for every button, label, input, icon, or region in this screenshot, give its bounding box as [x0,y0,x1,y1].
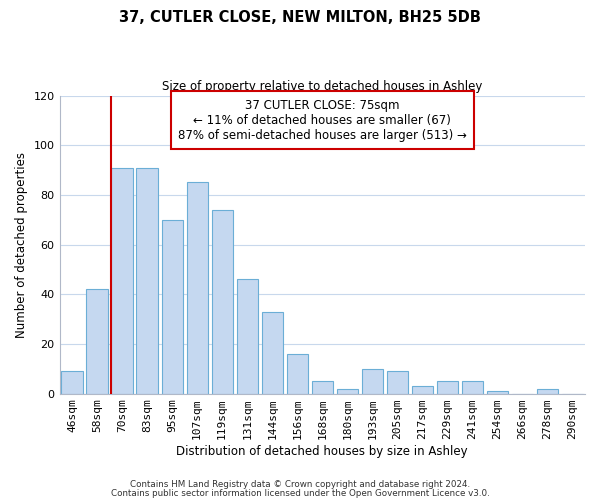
Bar [311,381,333,394]
Bar [187,182,208,394]
Text: Contains public sector information licensed under the Open Government Licence v3: Contains public sector information licen… [110,488,490,498]
Y-axis label: Number of detached properties: Number of detached properties [15,152,28,338]
Bar [362,368,383,394]
X-axis label: Distribution of detached houses by size in Ashley: Distribution of detached houses by size … [176,444,468,458]
Bar [337,388,358,394]
Text: 37, CUTLER CLOSE, NEW MILTON, BH25 5DB: 37, CUTLER CLOSE, NEW MILTON, BH25 5DB [119,10,481,25]
Bar [136,168,158,394]
Bar [262,312,283,394]
Bar [212,210,233,394]
Bar [61,371,83,394]
Bar [437,381,458,394]
Bar [112,168,133,394]
Text: Contains HM Land Registry data © Crown copyright and database right 2024.: Contains HM Land Registry data © Crown c… [130,480,470,489]
Bar [161,220,183,394]
Bar [537,388,558,394]
Title: Size of property relative to detached houses in Ashley: Size of property relative to detached ho… [162,80,482,93]
Bar [412,386,433,394]
Bar [287,354,308,394]
Bar [462,381,483,394]
Bar [236,280,258,394]
Text: 37 CUTLER CLOSE: 75sqm
← 11% of detached houses are smaller (67)
87% of semi-det: 37 CUTLER CLOSE: 75sqm ← 11% of detached… [178,98,467,142]
Bar [86,290,108,394]
Bar [487,391,508,394]
Bar [387,371,408,394]
